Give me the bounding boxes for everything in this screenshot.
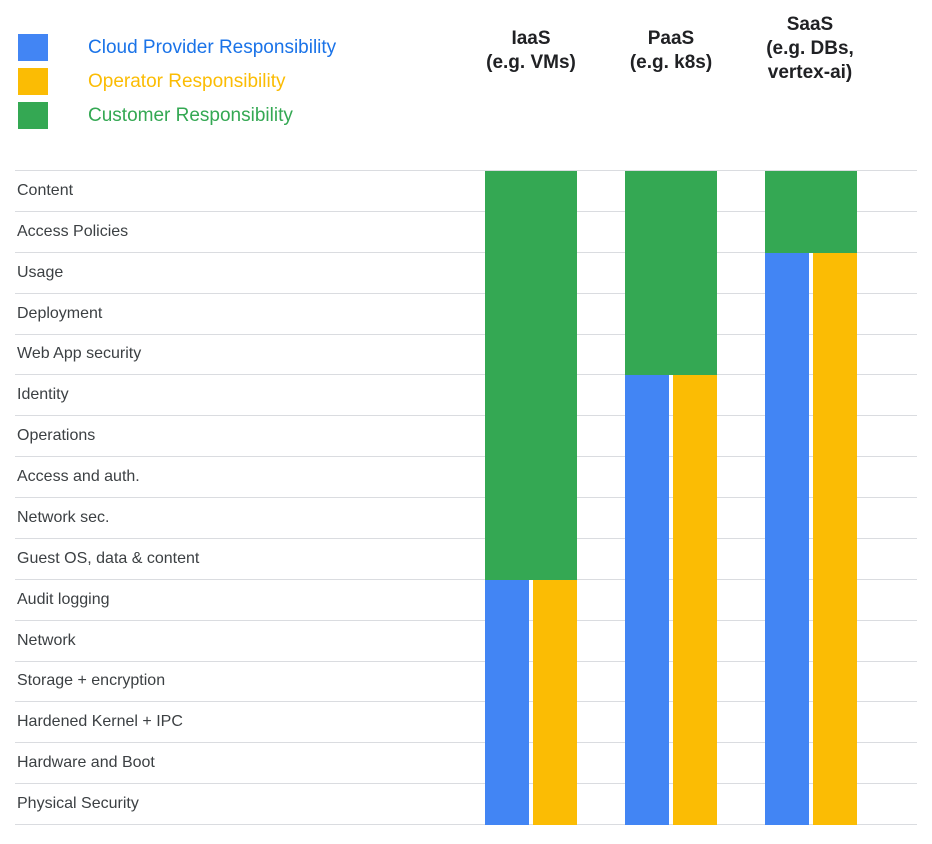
legend-item-provider: Cloud Provider Responsibility bbox=[18, 34, 336, 61]
table-row: Access Policies bbox=[15, 212, 917, 253]
table-row: Access and auth. bbox=[15, 457, 917, 498]
operator-color-swatch bbox=[18, 68, 48, 95]
table-row: Guest OS, data & content bbox=[15, 539, 917, 580]
row-label: Usage bbox=[17, 263, 64, 281]
table-row: Audit logging bbox=[15, 580, 917, 621]
provider-bar-paas bbox=[625, 375, 669, 825]
row-label: Audit logging bbox=[17, 590, 110, 608]
table-row: Deployment bbox=[15, 294, 917, 335]
column-title-saas: SaaS bbox=[786, 14, 834, 35]
row-label: Identity bbox=[17, 386, 69, 404]
column-title-paas: PaaS bbox=[647, 28, 695, 49]
table-row: Network bbox=[15, 621, 917, 662]
table-row: Content bbox=[15, 171, 917, 212]
provider-bar-iaas bbox=[485, 579, 529, 825]
table-row: Physical Security bbox=[15, 784, 917, 825]
legend: Cloud Provider Responsibility Operator R… bbox=[18, 34, 336, 129]
row-label: Deployment bbox=[17, 304, 103, 322]
row-label: Storage + encryption bbox=[17, 672, 166, 690]
table-row: Network sec. bbox=[15, 498, 917, 539]
column-subtitle-iaas: (e.g. VMs) bbox=[486, 52, 576, 73]
table-row: Hardware and Boot bbox=[15, 743, 917, 785]
legend-item-customer: Customer Responsibility bbox=[18, 102, 336, 129]
customer-legend-label: Customer Responsibility bbox=[88, 104, 293, 126]
table-row: Web App security bbox=[15, 335, 917, 376]
column-subtitle-saas: (e.g. DBs, vertex-ai) bbox=[766, 38, 854, 83]
legend-item-operator: Operator Responsibility bbox=[18, 68, 336, 95]
column-header-iaas: IaaS (e.g. VMs) bbox=[486, 27, 576, 75]
row-label: Content bbox=[17, 181, 74, 199]
column-header-saas: SaaS (e.g. DBs, vertex-ai) bbox=[766, 13, 854, 85]
row-label: Physical Security bbox=[17, 795, 139, 813]
chart-area: Content Access Policies Usage Deployment Web… bbox=[15, 170, 917, 825]
customer-bar-iaas bbox=[485, 171, 577, 580]
row-label: Guest OS, data & content bbox=[17, 549, 200, 567]
bar-columns bbox=[15, 171, 917, 825]
table-row: Usage bbox=[15, 253, 917, 294]
row-label: Hardened Kernel + IPC bbox=[17, 713, 183, 731]
customer-bar-saas bbox=[765, 171, 857, 253]
table-row: Storage + encryption bbox=[15, 662, 917, 703]
operator-bar-iaas bbox=[533, 579, 577, 825]
provider-legend-label: Cloud Provider Responsibility bbox=[88, 36, 337, 58]
row-label: Access and auth. bbox=[17, 468, 140, 486]
table-row: Hardened Kernel + IPC bbox=[15, 702, 917, 744]
table-row: Identity bbox=[15, 375, 917, 417]
row-list: Content Access Policies Usage Deployment Web… bbox=[15, 171, 917, 825]
column-header-paas: PaaS (e.g. k8s) bbox=[630, 27, 712, 75]
row-label: Operations bbox=[17, 427, 96, 445]
operator-bar-paas bbox=[673, 375, 717, 825]
row-label: Web App security bbox=[17, 345, 142, 363]
column-subtitle-paas: (e.g. k8s) bbox=[629, 52, 713, 73]
provider-color-swatch bbox=[18, 34, 48, 61]
operator-bar-saas bbox=[813, 252, 857, 825]
row-label: Access Policies bbox=[17, 222, 129, 240]
customer-color-swatch bbox=[18, 102, 48, 129]
row-label: Network sec. bbox=[17, 508, 110, 526]
row-label: Hardware and Boot bbox=[17, 754, 155, 772]
customer-bar-paas bbox=[625, 171, 717, 376]
operator-legend-label: Operator Responsibility bbox=[88, 70, 286, 92]
column-title-iaas: IaaS bbox=[511, 28, 551, 49]
table-row: Operations bbox=[15, 416, 917, 458]
provider-bar-saas bbox=[765, 252, 809, 825]
row-label: Network bbox=[17, 631, 76, 649]
